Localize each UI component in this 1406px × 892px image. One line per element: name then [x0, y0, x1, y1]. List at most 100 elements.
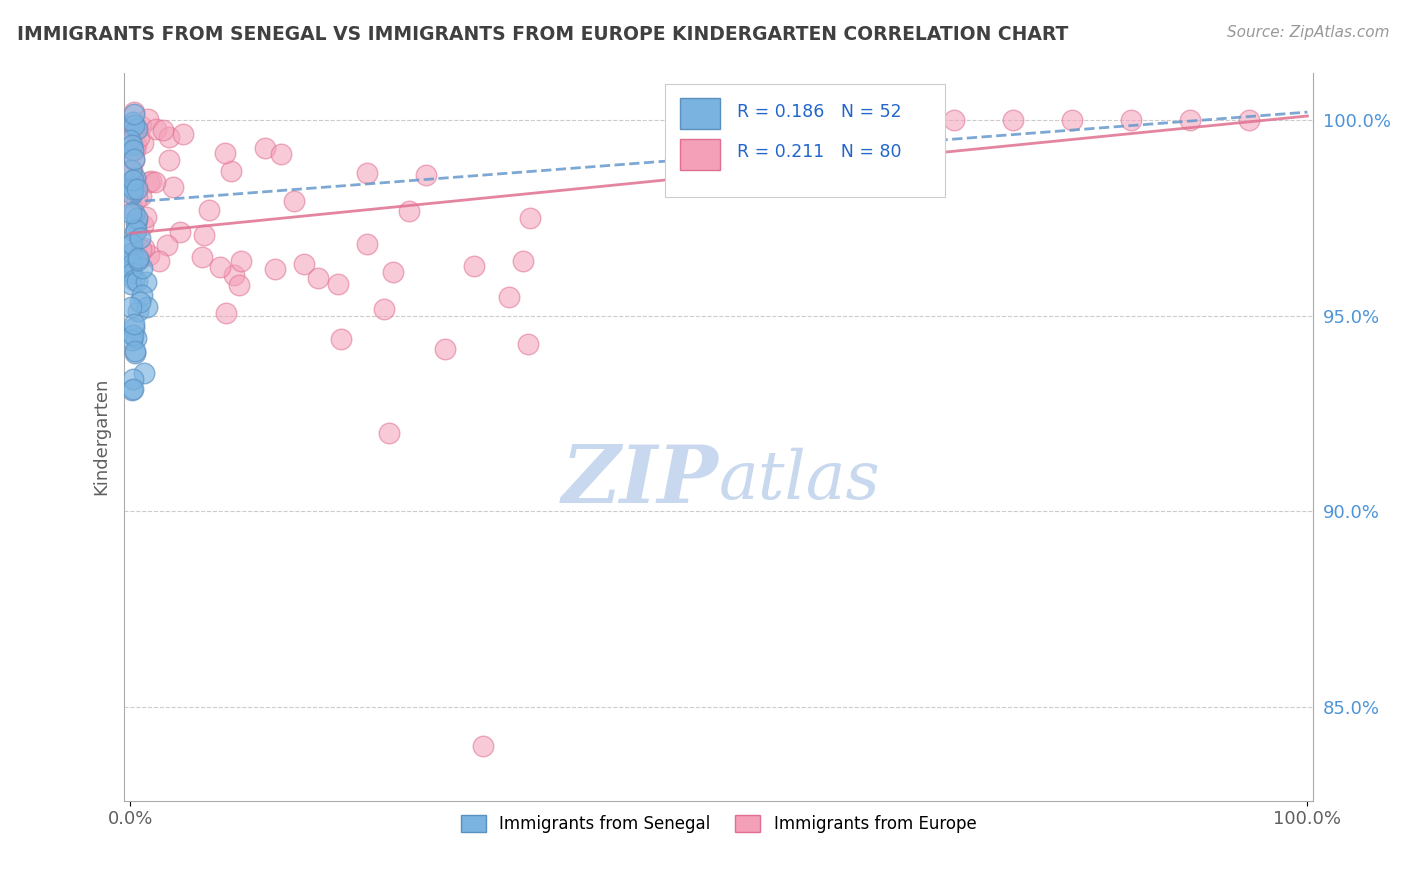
Point: [329, 332, 352, 346]
Point: [270, 146, 292, 161]
Point: [120, 262, 142, 277]
Y-axis label: Kindergarten: Kindergarten: [93, 378, 110, 495]
Point: [766, 112, 789, 127]
Point: [263, 261, 285, 276]
Point: [124, 171, 146, 186]
Point: [373, 301, 395, 316]
Point: [129, 119, 152, 133]
Point: [121, 246, 143, 260]
Point: [198, 202, 221, 217]
Point: [125, 182, 148, 196]
Point: [120, 300, 142, 314]
Point: [228, 278, 250, 293]
Point: [131, 261, 153, 276]
Point: [132, 136, 155, 150]
Point: [517, 336, 540, 351]
Point: [121, 333, 143, 347]
Point: [132, 218, 155, 232]
Text: atlas: atlas: [718, 448, 880, 513]
Point: [122, 317, 145, 331]
Point: [463, 259, 485, 273]
Point: [124, 343, 146, 358]
Point: [398, 203, 420, 218]
Point: [145, 121, 167, 136]
Point: [138, 112, 160, 127]
Point: [378, 425, 401, 440]
Point: [219, 163, 242, 178]
Point: [124, 205, 146, 219]
Point: [943, 112, 966, 127]
Point: [512, 254, 534, 268]
Point: [124, 272, 146, 286]
Point: [122, 143, 145, 157]
Point: [215, 306, 238, 320]
Point: [124, 105, 146, 120]
Point: [382, 265, 405, 279]
Point: [356, 236, 378, 251]
Point: [120, 206, 142, 220]
Point: [121, 137, 143, 152]
Point: [707, 112, 730, 127]
Text: IMMIGRANTS FROM SENEGAL VS IMMIGRANTS FROM EUROPE KINDERGARTEN CORRELATION CHART: IMMIGRANTS FROM SENEGAL VS IMMIGRANTS FR…: [17, 25, 1069, 44]
Point: [138, 248, 160, 262]
Point: [122, 321, 145, 335]
Point: [125, 216, 148, 230]
Point: [121, 383, 143, 397]
Point: [121, 372, 143, 386]
Point: [121, 187, 143, 202]
Point: [152, 122, 174, 136]
Point: [214, 145, 236, 160]
Point: [193, 228, 215, 243]
Point: [434, 342, 457, 356]
Point: [124, 143, 146, 157]
Point: [122, 107, 145, 121]
Point: [121, 199, 143, 213]
Point: [253, 141, 276, 155]
Point: [121, 180, 143, 194]
Point: [157, 129, 180, 144]
Point: [825, 112, 848, 127]
Point: [190, 250, 212, 264]
Point: [1237, 112, 1260, 127]
Point: [121, 257, 143, 271]
Point: [120, 133, 142, 147]
Point: [162, 179, 184, 194]
Text: R = 0.211   N = 80: R = 0.211 N = 80: [737, 144, 901, 161]
Point: [143, 175, 166, 189]
Point: [135, 300, 157, 314]
Point: [120, 237, 142, 252]
Point: [127, 251, 149, 265]
Point: [328, 277, 350, 292]
Point: [125, 331, 148, 345]
Text: R = 0.186   N = 52: R = 0.186 N = 52: [737, 103, 901, 120]
Point: [519, 211, 541, 225]
Point: [128, 130, 150, 145]
FancyBboxPatch shape: [679, 98, 720, 129]
Point: [121, 162, 143, 177]
Point: [157, 153, 180, 167]
Text: ZIP: ZIP: [562, 442, 718, 519]
Point: [122, 328, 145, 343]
Point: [129, 230, 152, 244]
Point: [125, 191, 148, 205]
Point: [127, 212, 149, 227]
Point: [125, 122, 148, 136]
Point: [124, 118, 146, 132]
Point: [129, 294, 152, 309]
Point: [129, 242, 152, 256]
Point: [884, 112, 907, 127]
Point: [224, 268, 246, 283]
Point: [472, 739, 495, 753]
Point: [135, 275, 157, 289]
Point: [1060, 112, 1083, 127]
Point: [122, 115, 145, 129]
Point: [125, 223, 148, 237]
Point: [125, 274, 148, 288]
Point: [131, 288, 153, 302]
Point: [132, 241, 155, 255]
FancyBboxPatch shape: [665, 84, 945, 196]
Point: [292, 257, 315, 271]
Point: [127, 252, 149, 267]
Point: [135, 210, 157, 224]
Point: [120, 162, 142, 177]
